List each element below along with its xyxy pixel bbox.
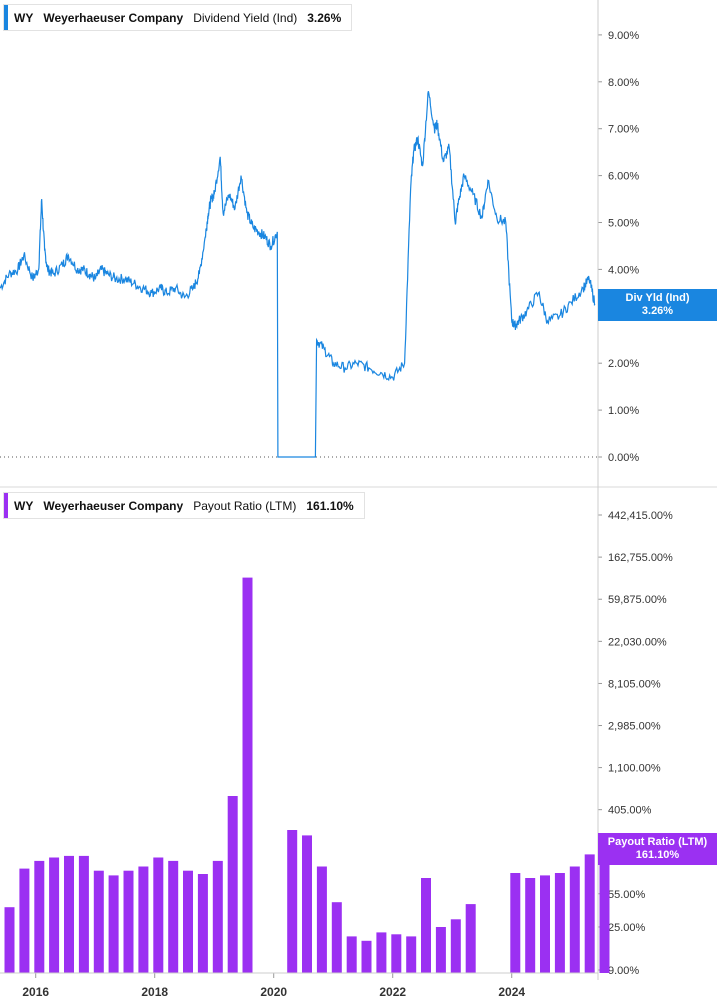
legend-metric: Payout Ratio (LTM): [193, 498, 297, 513]
payout-bar: [465, 904, 476, 973]
legend-value: 161.10%: [306, 498, 354, 513]
payout-bar: [361, 940, 372, 973]
payout-bar: [391, 934, 402, 973]
legend-metric: Dividend Yield (Ind): [193, 10, 298, 25]
payout-bar: [510, 873, 521, 973]
payout-bar: [331, 902, 342, 973]
x-tick-label: 2018: [141, 985, 168, 999]
payout-bar: [406, 936, 417, 973]
payout-bar: [227, 796, 238, 973]
payout-bar: [49, 857, 60, 973]
flag-value: 3.26%: [641, 305, 674, 317]
y-tick-label: 9.00%: [608, 965, 639, 977]
y-tick-label: 0.00%: [608, 452, 639, 464]
dividend-yield-line: [0, 91, 596, 458]
y-tick-label: 6.00%: [608, 171, 639, 183]
flag-label: Div Yld (Ind): [625, 292, 690, 304]
x-tick-label: 2016: [22, 985, 49, 999]
payout-bar: [376, 932, 387, 973]
y-tick-label: 162,755.00%: [608, 552, 673, 564]
payout-ratio-legend: WY Weyerhaeuser Company Payout Ratio (LT…: [3, 492, 365, 519]
payout-bar: [64, 855, 74, 973]
legend-company: Weyerhaeuser Company: [43, 498, 184, 513]
y-tick-label: 1,100.00%: [608, 763, 661, 775]
dividend-yield-flag: Div Yld (Ind) 3.26%: [598, 289, 717, 321]
payout-bar: [34, 860, 45, 973]
legend-ticker: WY: [14, 498, 34, 513]
flag-label: Payout Ratio (LTM): [607, 836, 708, 848]
payout-bar: [123, 870, 134, 973]
legend-company: Weyerhaeuser Company: [43, 10, 184, 25]
payout-bar: [197, 874, 208, 973]
payout-bar: [108, 875, 119, 973]
payout-ratio-swatch: [4, 493, 8, 518]
payout-bar: [153, 857, 164, 973]
y-tick-label: 55.00%: [608, 889, 646, 901]
y-tick-label: 9.00%: [608, 30, 639, 42]
payout-bar: [242, 577, 253, 973]
payout-bar: [19, 868, 30, 973]
y-tick-label: 7.00%: [608, 124, 639, 136]
y-tick-label: 405.00%: [608, 805, 652, 817]
y-tick-label: 25.00%: [608, 922, 646, 934]
dividend-yield-chart: 0.00%1.00%2.00%3.00%4.00%5.00%6.00%7.00%…: [0, 30, 639, 464]
payout-bar: [421, 878, 431, 973]
payout-bar: [599, 848, 610, 973]
payout-bar: [554, 873, 565, 973]
payout-bar: [346, 936, 357, 973]
payout-bar: [450, 919, 461, 973]
payout-bar: [316, 866, 327, 973]
flag-value: 161.10%: [635, 849, 680, 861]
payout-bar: [569, 866, 580, 973]
y-tick-label: 1.00%: [608, 405, 639, 417]
payout-bar: [287, 830, 298, 973]
legend-value: 3.26%: [307, 10, 342, 25]
payout-ratio-flag: Payout Ratio (LTM) 161.10%: [598, 833, 717, 865]
x-tick-label: 2024: [498, 985, 525, 999]
payout-bar: [168, 860, 179, 973]
payout-bar: [540, 875, 550, 973]
payout-bar: [93, 870, 104, 973]
y-tick-label: 22,030.00%: [608, 636, 667, 648]
dividend-yield-legend: WY Weyerhaeuser Company Dividend Yield (…: [3, 4, 353, 31]
y-tick-label: 4.00%: [608, 264, 639, 276]
payout-bar: [78, 855, 89, 973]
x-tick-label: 2022: [379, 985, 406, 999]
y-tick-label: 59,875.00%: [608, 594, 667, 606]
y-tick-label: 2,985.00%: [608, 721, 661, 733]
legend-ticker: WY: [14, 10, 34, 25]
y-tick-label: 442,415.00%: [608, 510, 673, 522]
payout-bar: [525, 878, 536, 973]
y-tick-label: 2.00%: [608, 358, 639, 370]
payout-ratio-chart: 9.00%25.00%55.00%150.00%405.00%1,100.00%…: [4, 510, 673, 999]
y-tick-label: 5.00%: [608, 218, 639, 230]
payout-bar: [584, 854, 595, 973]
y-tick-label: 8,105.00%: [608, 678, 661, 690]
payout-bar: [4, 907, 15, 973]
x-tick-label: 2020: [260, 985, 287, 999]
dividend-yield-swatch: [4, 5, 8, 30]
payout-bar: [302, 835, 312, 973]
y-tick-label: 8.00%: [608, 77, 639, 89]
payout-bar: [183, 870, 193, 973]
payout-bar: [138, 866, 149, 973]
payout-bar: [212, 860, 223, 973]
payout-bar: [435, 927, 446, 973]
